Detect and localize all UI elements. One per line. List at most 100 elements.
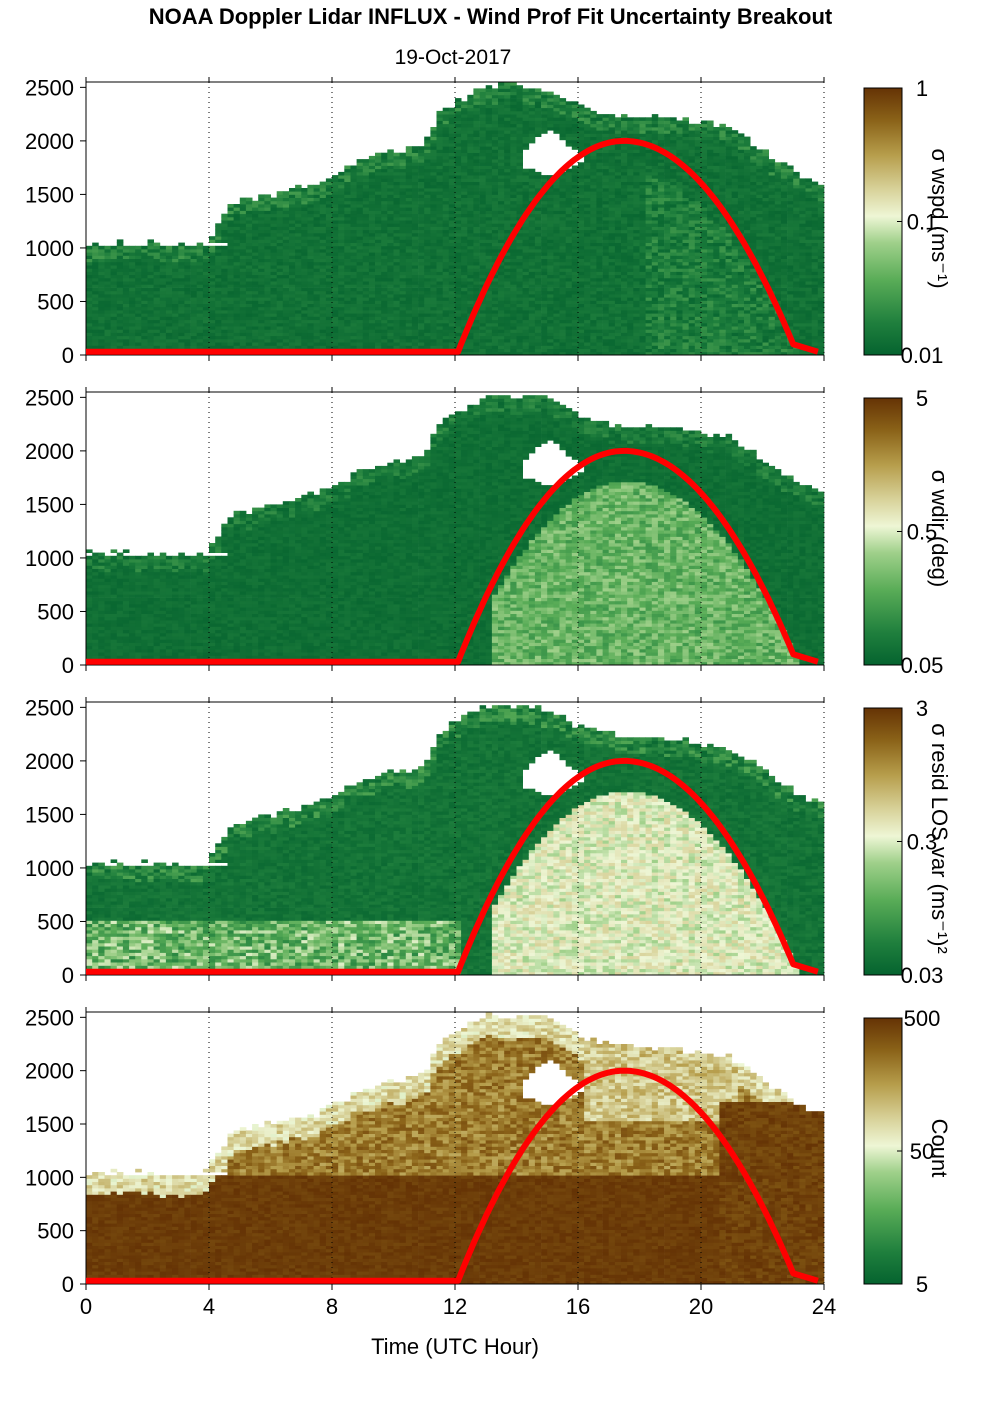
heatmap-cell [344, 220, 351, 224]
heatmap-cell [271, 275, 278, 279]
heatmap-cell [289, 272, 296, 276]
heatmap-cell [504, 114, 511, 118]
heatmap-cell [560, 259, 567, 263]
heatmap-cell [320, 223, 327, 227]
heatmap-cell [332, 304, 339, 308]
heatmap-cell [572, 172, 579, 176]
heatmap-cell [412, 313, 419, 317]
heatmap-cell [437, 178, 444, 182]
heatmap-cell [123, 336, 130, 340]
heatmap-cell [172, 249, 179, 253]
heatmap-cell [135, 284, 142, 288]
heatmap-cell [560, 133, 567, 137]
heatmap-cell [271, 310, 278, 314]
heatmap-cell [498, 333, 505, 337]
heatmap-cell [498, 233, 505, 237]
heatmap-cell [387, 217, 394, 221]
heatmap-cell [289, 220, 296, 224]
heatmap-cell [98, 284, 105, 288]
heatmap-cell [117, 304, 124, 308]
heatmap-cell [455, 159, 462, 163]
heatmap-cell [387, 243, 394, 247]
heatmap-cell [277, 304, 284, 308]
heatmap-cell [523, 124, 530, 128]
heatmap-cell [338, 329, 345, 333]
heatmap-cell [517, 85, 524, 89]
heatmap-cell [560, 252, 567, 256]
heatmap-cell [492, 223, 499, 227]
heatmap-cell [92, 288, 99, 292]
heatmap-cell [406, 217, 413, 221]
heatmap-cell [344, 272, 351, 276]
heatmap-cell [92, 275, 99, 279]
heatmap-cell [338, 194, 345, 198]
heatmap-cell [504, 227, 511, 231]
heatmap-cell [553, 246, 560, 250]
heatmap-cell [400, 188, 407, 192]
heatmap-cell [406, 178, 413, 182]
heatmap-cell [369, 310, 376, 314]
heatmap-cell [105, 304, 112, 308]
heatmap-cell [86, 339, 93, 343]
heatmap-cell [473, 333, 480, 337]
heatmap-cell [443, 178, 450, 182]
heatmap-cell [596, 178, 603, 182]
heatmap-cell [117, 288, 124, 292]
heatmap-cell [92, 249, 99, 253]
heatmap-cell [184, 262, 191, 266]
heatmap-cell [166, 249, 173, 253]
heatmap-cell [234, 336, 241, 340]
heatmap-cell [596, 259, 603, 263]
heatmap-cell [517, 188, 524, 192]
heatmap-cell [492, 300, 499, 304]
heatmap-cell [584, 275, 591, 279]
heatmap-cell [615, 333, 622, 337]
heatmap-cell [338, 175, 345, 179]
heatmap-cell [486, 159, 493, 163]
heatmap-cell [406, 198, 413, 202]
heatmap-cell [473, 211, 480, 215]
heatmap-cell [424, 182, 431, 186]
heatmap-cell [553, 323, 560, 327]
heatmap-cell [596, 243, 603, 247]
heatmap-cell [320, 313, 327, 317]
heatmap-cell [517, 326, 524, 330]
heatmap-cell [332, 288, 339, 292]
heatmap-cell [271, 249, 278, 253]
heatmap-cell [381, 172, 388, 176]
heatmap-cell [480, 146, 487, 150]
heatmap-cell [289, 201, 296, 205]
heatmap-cell [609, 275, 616, 279]
heatmap-cell [504, 214, 511, 218]
heatmap-cell [572, 278, 579, 282]
heatmap-cell [271, 214, 278, 218]
heatmap-cell [430, 140, 437, 144]
heatmap-cell [363, 336, 370, 340]
heatmap-cell [523, 255, 530, 259]
heatmap-cell [418, 194, 425, 198]
heatmap-cell [467, 243, 474, 247]
heatmap-cell [332, 275, 339, 279]
heatmap-cell [566, 297, 573, 301]
heatmap-cell [498, 243, 505, 247]
heatmap-cell [455, 98, 462, 102]
heatmap-cell [443, 326, 450, 330]
heatmap-cell [443, 281, 450, 285]
heatmap-cell [603, 214, 610, 218]
heatmap-cell [344, 194, 351, 198]
heatmap-cell [289, 198, 296, 202]
heatmap-cell [344, 259, 351, 263]
heatmap-cell [369, 207, 376, 211]
heatmap-cell [258, 223, 265, 227]
heatmap-cell [326, 294, 333, 298]
heatmap-cell [301, 320, 308, 324]
heatmap-cell [510, 149, 517, 153]
heatmap-cell [547, 220, 554, 224]
heatmap-cell [240, 246, 247, 250]
heatmap-cell [295, 329, 302, 333]
heatmap-cell [455, 140, 462, 144]
heatmap-cell [578, 262, 585, 266]
heatmap-cell [596, 284, 603, 288]
heatmap-cell [535, 175, 542, 179]
heatmap-cell [307, 236, 314, 240]
